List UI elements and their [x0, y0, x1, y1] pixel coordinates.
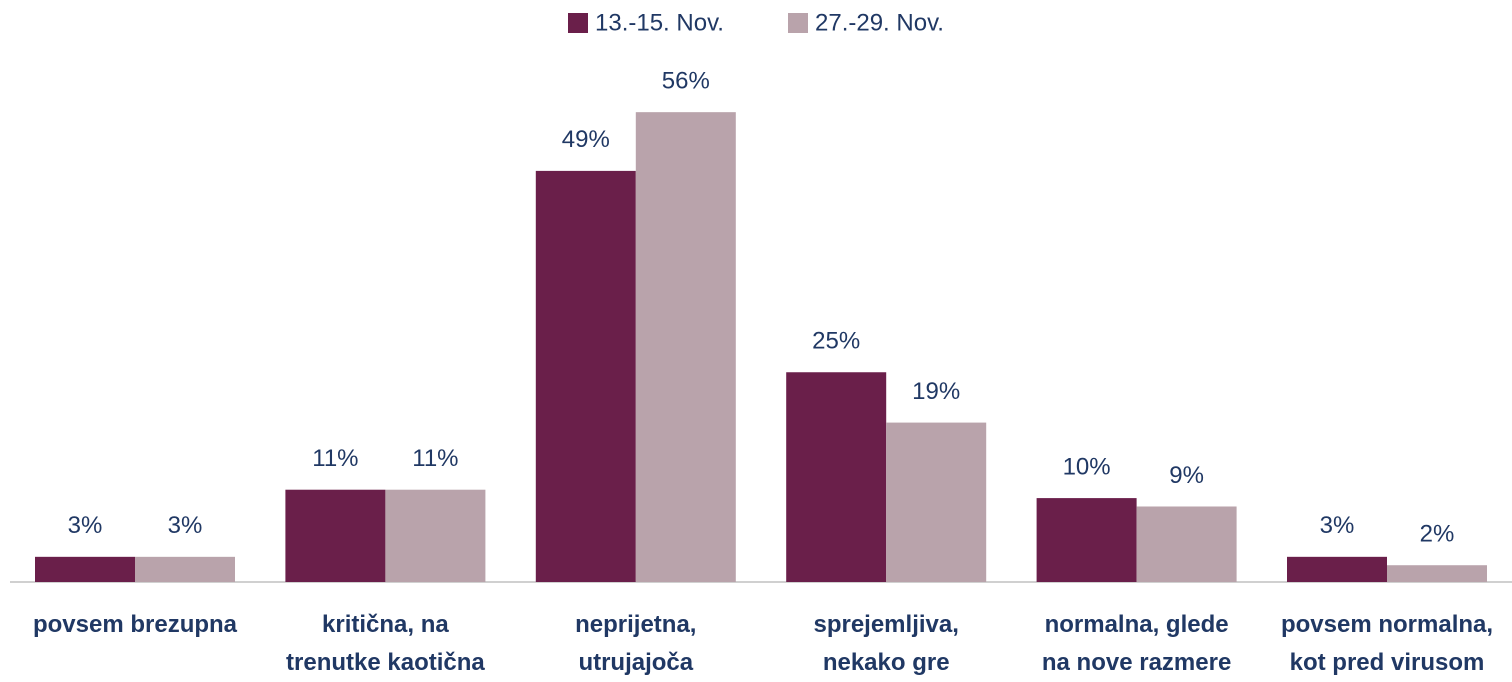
- value-label: 11%: [412, 445, 458, 472]
- bar: [35, 556, 135, 582]
- x-tick-label: kritična, na trenutke kaotična: [286, 611, 485, 676]
- value-label: 9%: [1169, 462, 1204, 489]
- x-tick-label: povsem brezupna: [32, 611, 238, 638]
- value-label: 56%: [662, 68, 710, 95]
- x-tick-label: povsem normalna, kot pred virusom: [1280, 611, 1494, 676]
- value-label: 3%: [1320, 512, 1355, 539]
- bar: [886, 422, 987, 582]
- bar: [285, 489, 386, 582]
- legend-label: 27.-29. Nov.: [815, 9, 944, 36]
- bar: [1036, 498, 1137, 582]
- value-label: 10%: [1063, 453, 1111, 480]
- value-label: 3%: [68, 512, 103, 539]
- value-label: 3%: [168, 512, 203, 539]
- bar: [635, 112, 736, 582]
- legend-swatch: [568, 13, 588, 33]
- value-label: 25%: [812, 328, 860, 355]
- x-tick-label: neprijetna, utrujajoča: [575, 611, 697, 676]
- x-tick-label: sprejemljiva, nekako gre: [813, 611, 959, 676]
- x-tick-label: normalna, glede na nove razmere: [1041, 611, 1232, 676]
- value-label: 19%: [912, 378, 960, 405]
- bar: [1387, 565, 1487, 582]
- value-label: 11%: [312, 445, 358, 472]
- legend-swatch: [788, 13, 808, 33]
- bar: [535, 170, 636, 582]
- bar: [135, 556, 235, 582]
- legend-label: 13.-15. Nov.: [595, 9, 724, 36]
- value-label: 49%: [562, 126, 610, 153]
- value-label: 2%: [1420, 521, 1455, 548]
- bar: [1136, 506, 1237, 582]
- bar: [385, 489, 486, 582]
- bar: [786, 372, 887, 582]
- bar: [1287, 556, 1387, 582]
